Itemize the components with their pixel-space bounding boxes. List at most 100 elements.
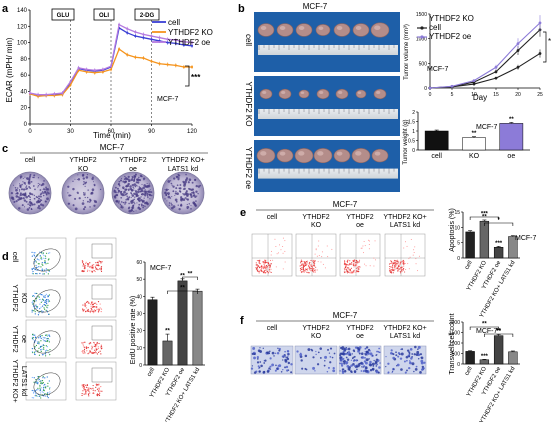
event [311, 269, 313, 271]
ecar-cell-line: MCF-7 [157, 96, 178, 103]
event [361, 247, 363, 249]
colony [33, 203, 36, 206]
event [48, 270, 51, 272]
event [100, 269, 102, 271]
event [357, 261, 359, 263]
event [42, 257, 44, 259]
colony [132, 204, 135, 207]
colony [126, 178, 129, 181]
event [389, 268, 391, 270]
colony [31, 204, 33, 206]
colony [139, 188, 141, 190]
event [275, 266, 277, 268]
migrated-cell [259, 361, 262, 363]
colony [22, 197, 25, 200]
migrated-cell [331, 356, 334, 359]
migrated-cell [340, 364, 344, 367]
migrated-cell [317, 351, 320, 354]
event [301, 264, 303, 266]
colony [42, 194, 45, 197]
event [312, 265, 314, 267]
colony [196, 195, 198, 197]
migrated-cell [391, 371, 393, 373]
colony [26, 177, 29, 180]
event [89, 350, 91, 352]
colony [176, 184, 179, 187]
colony [188, 178, 192, 182]
event [47, 296, 49, 298]
event [42, 377, 44, 379]
event [37, 387, 39, 389]
colony [34, 188, 36, 191]
migrated-cell [266, 370, 270, 373]
event [85, 393, 87, 395]
colony [28, 200, 32, 204]
migrated-cell [340, 358, 343, 361]
event [418, 255, 420, 257]
event [307, 265, 310, 267]
gate [33, 372, 61, 396]
event [267, 262, 269, 264]
event [396, 260, 398, 262]
event [394, 261, 396, 263]
colony [43, 180, 45, 182]
event [393, 262, 396, 264]
event [45, 268, 47, 270]
x-tick-label: KO [469, 153, 480, 160]
colony [124, 175, 126, 178]
colony [40, 203, 43, 206]
injection-2dg: 2-DG [134, 8, 160, 21]
migrated-cell [377, 350, 380, 353]
event [86, 389, 88, 391]
migrated-cell [284, 366, 286, 369]
event [48, 300, 51, 302]
migrated-cell [385, 366, 387, 368]
tumor [335, 88, 349, 100]
row-label: oe [20, 335, 27, 343]
event [304, 269, 306, 271]
event [91, 310, 94, 312]
event [358, 265, 360, 268]
event [364, 245, 366, 247]
event [306, 269, 309, 271]
gate [91, 325, 113, 341]
event [49, 252, 51, 254]
event [99, 350, 101, 352]
event [31, 397, 33, 399]
event [38, 337, 40, 339]
event [314, 271, 316, 273]
colony [164, 188, 166, 190]
photo-strip [254, 140, 400, 192]
colony [131, 194, 135, 197]
event [256, 260, 258, 262]
event [34, 252, 36, 254]
event [305, 270, 307, 272]
migrated-cell [365, 350, 369, 354]
event [91, 301, 93, 303]
tumor-highlight [319, 91, 324, 94]
event [42, 382, 44, 384]
vol-ylabel: Tumor volume (mm³) [404, 24, 410, 80]
event [311, 267, 313, 270]
migrated-cell [410, 357, 413, 360]
migrated-cell [319, 347, 322, 350]
migrated-cell [282, 359, 284, 361]
colony [27, 203, 29, 205]
sig-bracket [182, 276, 198, 280]
event [45, 293, 47, 295]
event [346, 269, 348, 271]
migrated-cell [365, 347, 367, 350]
colony [128, 180, 130, 183]
event [100, 262, 102, 264]
migrated-cell [390, 349, 393, 352]
event [41, 390, 43, 392]
event [268, 264, 270, 266]
photo-strip [254, 76, 400, 136]
event [31, 351, 34, 353]
colony [186, 198, 190, 201]
migrated-cell [395, 351, 397, 354]
colony [68, 194, 71, 197]
migrated-cell [362, 370, 366, 373]
event [88, 387, 90, 389]
